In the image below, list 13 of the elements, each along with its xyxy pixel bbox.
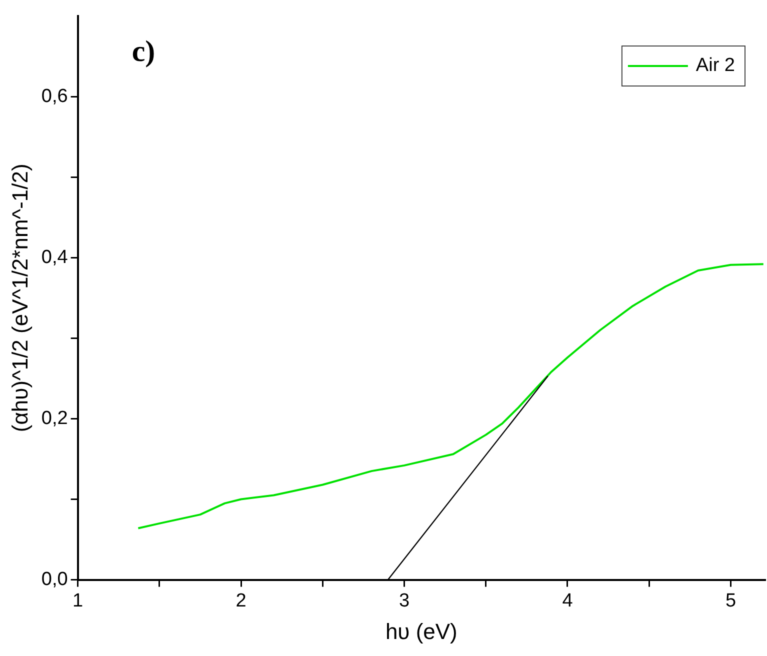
x-tick-label: 2 [236,590,246,612]
y-axis-title: (αhυ)^1/2 (eV^1/2*nm^-1/2) [7,164,32,432]
y-tick-label: 0,6 [41,86,68,107]
x-tick-label: 5 [725,590,736,612]
x-tick-label: 4 [562,590,574,612]
y-tick-label: 0,0 [41,569,68,590]
x-axis-title: hυ (eV) [385,618,458,644]
x-tick-label: 1 [72,590,84,612]
y-tick-label: 0,4 [41,246,68,268]
annotation: c) [132,35,156,68]
legend-label: Air 2 [696,55,736,76]
x-tick-label: 3 [398,590,410,612]
y-tick-label: 0,2 [41,408,68,429]
